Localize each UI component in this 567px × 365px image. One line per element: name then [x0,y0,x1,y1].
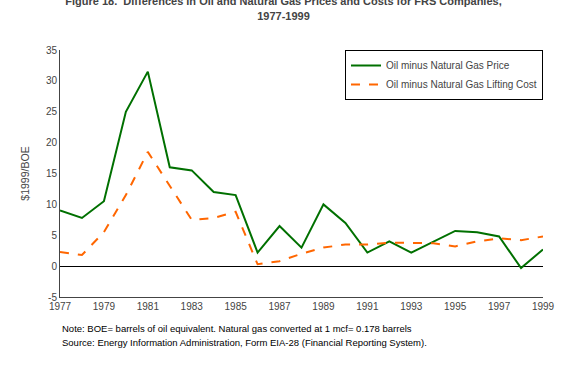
svg-text:5: 5 [51,230,57,241]
svg-text:1979: 1979 [93,301,116,312]
svg-text:Oil minus Natural Gas Price: Oil minus Natural Gas Price [386,60,510,71]
svg-text:1993: 1993 [400,301,423,312]
svg-text:0: 0 [51,261,57,272]
svg-text:-5: -5 [48,292,57,303]
svg-text:Figure 18. Differences in Oil: Figure 18. Differences in Oil and Natura… [65,0,501,22]
svg-text:Source: Energy Information Adm: Source: Energy Information Administratio… [62,337,427,348]
svg-text:1977: 1977 [49,301,72,312]
svg-text:25: 25 [46,106,58,117]
svg-text:10: 10 [46,199,58,210]
svg-text:Note: BOE= barrels of oil equi: Note: BOE= barrels of oil equivalent. Na… [62,323,412,334]
svg-text:1989: 1989 [312,301,335,312]
svg-text:1997: 1997 [488,301,511,312]
svg-text:35: 35 [46,45,58,56]
svg-text:15: 15 [46,168,58,179]
svg-text:$1999/BOE: $1999/BOE [19,146,31,200]
svg-text:1991: 1991 [356,301,379,312]
svg-text:1981: 1981 [137,301,160,312]
svg-text:20: 20 [46,137,58,148]
svg-text:Oil minus Natural Gas Lifting: Oil minus Natural Gas Lifting Cost [386,79,537,90]
svg-text:1999: 1999 [532,301,555,312]
svg-text:1985: 1985 [225,301,248,312]
svg-text:1995: 1995 [444,301,467,312]
svg-text:1983: 1983 [181,301,204,312]
svg-text:30: 30 [46,75,58,86]
svg-text:1987: 1987 [268,301,291,312]
